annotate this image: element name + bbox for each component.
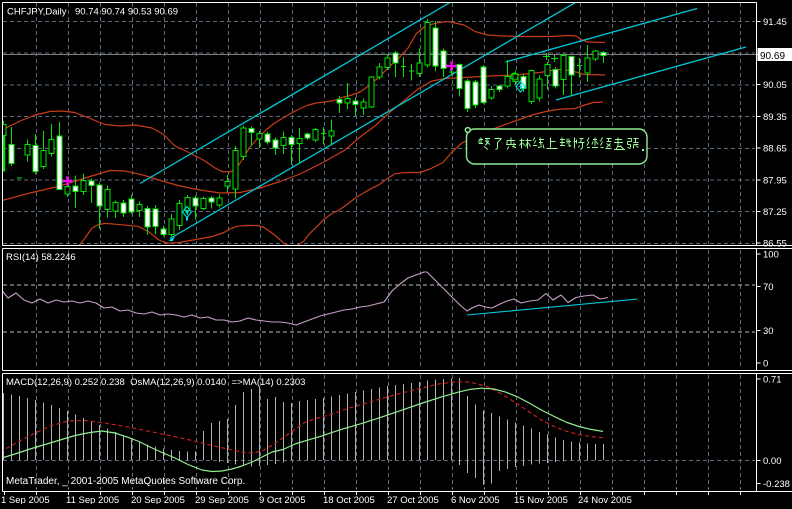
svg-text:11 Sep 2005: 11 Sep 2005	[66, 495, 119, 504]
svg-text:88.65: 88.65	[763, 144, 787, 155]
svg-text:29 Sep 2005: 29 Sep 2005	[195, 495, 249, 504]
svg-text:70: 70	[763, 282, 774, 293]
svg-text:MetaTrader, _ 2001-2005 MetaQu: MetaTrader, _ 2001-2005 MetaQuotes Softw…	[6, 476, 245, 487]
svg-text:20 Sep 2005: 20 Sep 2005	[131, 495, 185, 504]
svg-text:18 Oct 2005: 18 Oct 2005	[323, 495, 375, 504]
svg-text:87.25: 87.25	[763, 207, 787, 218]
svg-text:-0.238: -0.238	[763, 479, 790, 490]
svg-text:91.45: 91.45	[763, 17, 787, 28]
svg-text:24 Nov 2005: 24 Nov 2005	[578, 495, 632, 504]
svg-text:RSI(14) 58.2246: RSI(14) 58.2246	[6, 252, 76, 263]
svg-text:0.71: 0.71	[763, 375, 782, 386]
svg-text:CHFJPY,Daily: CHFJPY,Daily	[7, 7, 67, 18]
svg-text:90.69: 90.69	[760, 51, 785, 62]
svg-text:0.00: 0.00	[763, 456, 782, 467]
svg-text:27 Oct 2005: 27 Oct 2005	[387, 495, 439, 504]
svg-text:MACD(12,26,9) 0.252 0.238 OsM: MACD(12,26,9) 0.252 0.238 OsMA(12,26,9) …	[6, 377, 305, 388]
svg-text:6 Nov 2005: 6 Nov 2005	[451, 495, 500, 504]
svg-text:9 Oct 2005: 9 Oct 2005	[259, 495, 305, 504]
svg-text:1 Sep 2005: 1 Sep 2005	[1, 495, 50, 504]
svg-text:15 Nov 2005: 15 Nov 2005	[514, 495, 568, 504]
svg-text:90.74 90.74 90.53 90.69: 90.74 90.74 90.53 90.69	[75, 7, 178, 18]
svg-text:87.95: 87.95	[763, 175, 787, 186]
svg-text:90.05: 90.05	[763, 80, 787, 91]
svg-text:89.35: 89.35	[763, 112, 787, 123]
svg-text:0: 0	[763, 359, 768, 370]
svg-text:30: 30	[763, 326, 774, 337]
svg-text:86.55: 86.55	[763, 239, 787, 250]
svg-text:100: 100	[763, 249, 779, 260]
